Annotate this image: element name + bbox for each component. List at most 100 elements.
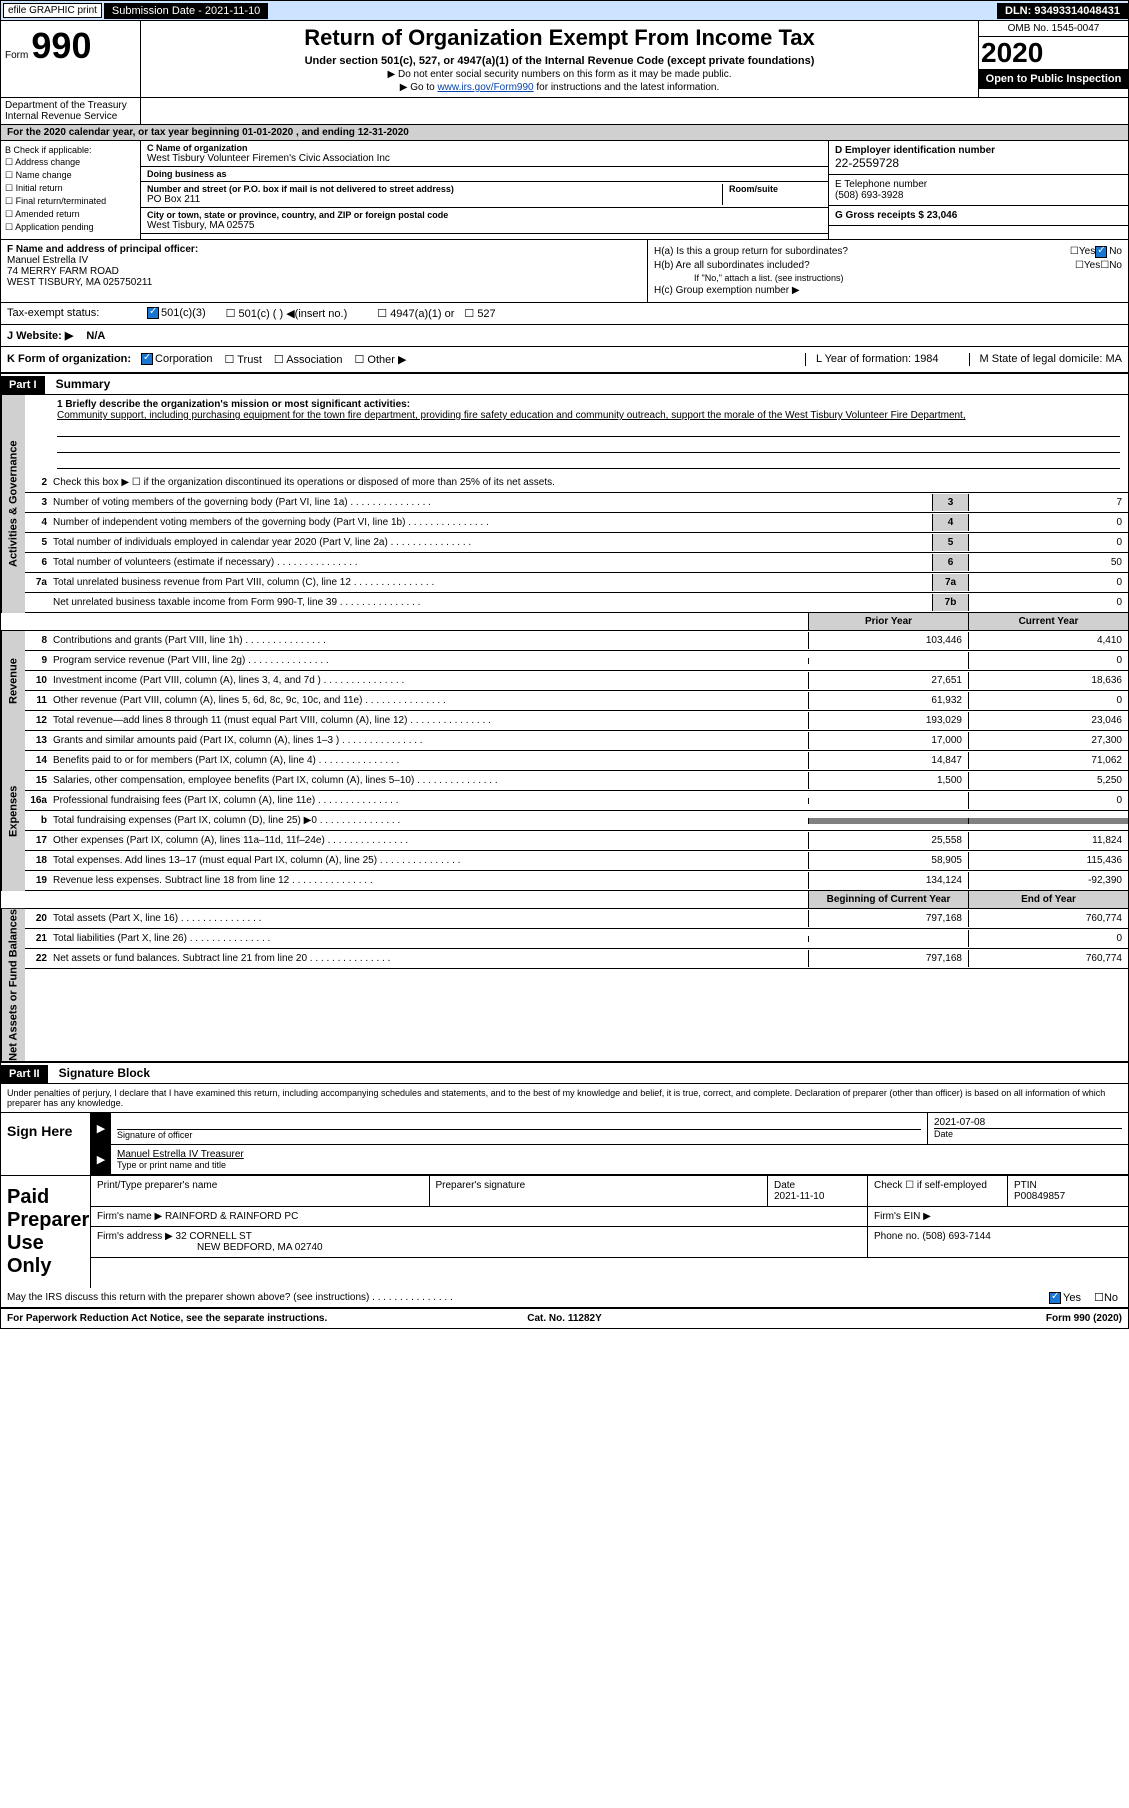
- room-lbl: Room/suite: [729, 184, 822, 194]
- chk-501c3[interactable]: [147, 307, 159, 319]
- sig-name-cell: Manuel Estrella IV Treasurer Type or pri…: [111, 1145, 1128, 1174]
- firm-name-val: RAINFORD & RAINFORD PC: [165, 1211, 298, 1222]
- line-num: 8: [25, 635, 53, 646]
- line-text: Total liabilities (Part X, line 26): [53, 930, 808, 947]
- table-row: 11Other revenue (Part VIII, column (A), …: [25, 691, 1128, 711]
- firm-phone-cell: Phone no. (508) 693-7144: [868, 1227, 1128, 1257]
- line-num: 14: [25, 755, 53, 766]
- vtab-expenses: Expenses: [1, 731, 25, 891]
- discuss-row: May the IRS discuss this return with the…: [1, 1288, 1128, 1308]
- l7a-txt: Total unrelated business revenue from Pa…: [53, 574, 932, 591]
- i-lbl: Tax-exempt status:: [7, 307, 147, 320]
- end-year-hdr: End of Year: [968, 891, 1128, 908]
- ha-yes[interactable]: ☐Yes: [1070, 246, 1095, 258]
- officer-addr1: 74 MERRY FARM ROAD: [7, 266, 641, 277]
- line-num: 12: [25, 715, 53, 726]
- prep-row3: Firm's address ▶ 32 CORNELL ST NEW BEDFO…: [91, 1227, 1128, 1258]
- sig-date-val: 2021-07-08: [934, 1117, 1122, 1128]
- state-domicile: M State of legal domicile: MA: [969, 353, 1122, 366]
- part2-title: Signature Block: [51, 1063, 158, 1083]
- part2-badge: Part II: [1, 1065, 48, 1083]
- paid-lbl: Paid Preparer Use Only: [1, 1176, 91, 1288]
- chk-address[interactable]: ☐ Address change: [5, 157, 136, 168]
- prior-val: 797,168: [808, 950, 968, 967]
- prior-val: [808, 936, 968, 942]
- header-subtitle-3: ▶ Go to www.irs.gov/Form990 for instruct…: [145, 82, 974, 93]
- prep-date-lbl: Date: [774, 1180, 861, 1191]
- form-container: efile GRAPHIC print Submission Date - 20…: [0, 0, 1129, 1329]
- current-val: 0: [968, 930, 1128, 947]
- chk-527[interactable]: ☐ 527: [464, 307, 495, 320]
- irs-link[interactable]: www.irs.gov/Form990: [437, 82, 533, 93]
- form-prefix: Form: [5, 50, 28, 61]
- prep-self-cell: Check ☐ if self-employed: [868, 1176, 1008, 1206]
- mission-lbl: 1 Briefly describe the organization's mi…: [57, 399, 1120, 410]
- table-row: 13Grants and similar amounts paid (Part …: [25, 731, 1128, 751]
- table-row: 16aProfessional fundraising fees (Part I…: [25, 791, 1128, 811]
- current-val: 27,300: [968, 732, 1128, 749]
- addr-row: Number and street (or P.O. box if mail i…: [141, 182, 828, 208]
- hb-no[interactable]: ☐No: [1100, 260, 1122, 271]
- ha-no-check[interactable]: [1095, 246, 1107, 258]
- footer-mid: Cat. No. 11282Y: [379, 1313, 751, 1324]
- chk-trust[interactable]: ☐ Trust: [225, 353, 262, 366]
- prior-val: 193,029: [808, 712, 968, 729]
- ha-row: H(a) Is this a group return for subordin…: [654, 246, 1122, 258]
- chk-assoc[interactable]: ☐ Association: [274, 353, 343, 366]
- expenses-content: 13Grants and similar amounts paid (Part …: [25, 731, 1128, 891]
- ein-lbl: D Employer identification number: [835, 145, 1122, 156]
- table-row: 20Total assets (Part X, line 16)797,1687…: [25, 909, 1128, 929]
- prior-val: [808, 798, 968, 804]
- current-val: [968, 818, 1128, 824]
- chk-4947[interactable]: ☐ 4947(a)(1) or: [377, 307, 454, 320]
- table-row: 10Investment income (Part VIII, column (…: [25, 671, 1128, 691]
- l6-num: 6: [25, 557, 53, 568]
- current-val: 760,774: [968, 950, 1128, 967]
- current-val: 0: [968, 652, 1128, 669]
- website-val: N/A: [86, 330, 105, 342]
- sig-date-cell: 2021-07-08 Date: [928, 1113, 1128, 1144]
- open-public-badge: Open to Public Inspection: [979, 69, 1128, 89]
- discuss-txt: May the IRS discuss this return with the…: [1, 1289, 968, 1306]
- chk-amended[interactable]: ☐ Amended return: [5, 209, 136, 220]
- discuss-no-chk[interactable]: ☐: [1094, 1292, 1104, 1304]
- prior-year-hdr: Prior Year: [808, 613, 968, 630]
- revenue-section: Revenue 8Contributions and grants (Part …: [1, 631, 1128, 731]
- line-7b: Net unrelated business taxable income fr…: [25, 593, 1128, 613]
- chk-initial[interactable]: ☐ Initial return: [5, 183, 136, 194]
- l7b-val: 0: [968, 594, 1128, 611]
- officer-addr2: WEST TISBURY, MA 025750211: [7, 277, 641, 288]
- line-text: Total revenue—add lines 8 through 11 (mu…: [53, 712, 808, 729]
- hb-yes[interactable]: ☐Yes: [1075, 260, 1100, 271]
- table-row: 14Benefits paid to or for members (Part …: [25, 751, 1128, 771]
- l5-val: 0: [968, 534, 1128, 551]
- chk-name[interactable]: ☐ Name change: [5, 170, 136, 181]
- mission-block: 1 Briefly describe the organization's mi…: [25, 395, 1128, 473]
- form-number-box: Form 990: [1, 21, 141, 97]
- hc-row: H(c) Group exemption number ▶: [654, 285, 1122, 296]
- current-val: 0: [968, 692, 1128, 709]
- officer-col: F Name and address of principal officer:…: [1, 240, 648, 302]
- mission-line3: [57, 455, 1120, 469]
- prior-val: 58,905: [808, 852, 968, 869]
- line-num: 16a: [25, 795, 53, 806]
- current-val: 0: [968, 792, 1128, 809]
- line-num: 19: [25, 875, 53, 886]
- section-h: H(a) Is this a group return for subordin…: [648, 240, 1128, 302]
- chk-other[interactable]: ☐ Other ▶: [354, 353, 406, 366]
- paid-preparer-row: Paid Preparer Use Only Print/Type prepar…: [1, 1175, 1128, 1288]
- chk-final[interactable]: ☐ Final return/terminated: [5, 196, 136, 207]
- chk-501c[interactable]: ☐ 501(c) ( ) ◀(insert no.): [226, 307, 348, 320]
- part1-header: Part I Summary: [1, 374, 1128, 395]
- sign-here-row: Sign Here ▶ Signature of officer 2021-07…: [1, 1112, 1128, 1175]
- section-f-h: F Name and address of principal officer:…: [1, 240, 1128, 303]
- row-k: K Form of organization: Corporation ☐ Tr…: [1, 347, 1128, 374]
- part1-badge: Part I: [1, 376, 45, 394]
- chk-corp[interactable]: [141, 353, 153, 365]
- vtab-governance: Activities & Governance: [1, 395, 25, 613]
- discuss-yes-chk[interactable]: [1049, 1292, 1061, 1304]
- chk-pending[interactable]: ☐ Application pending: [5, 222, 136, 233]
- line-num: 11: [25, 695, 53, 706]
- prep-sig-cell: Preparer's signature: [430, 1176, 769, 1206]
- table-row: 18Total expenses. Add lines 13–17 (must …: [25, 851, 1128, 871]
